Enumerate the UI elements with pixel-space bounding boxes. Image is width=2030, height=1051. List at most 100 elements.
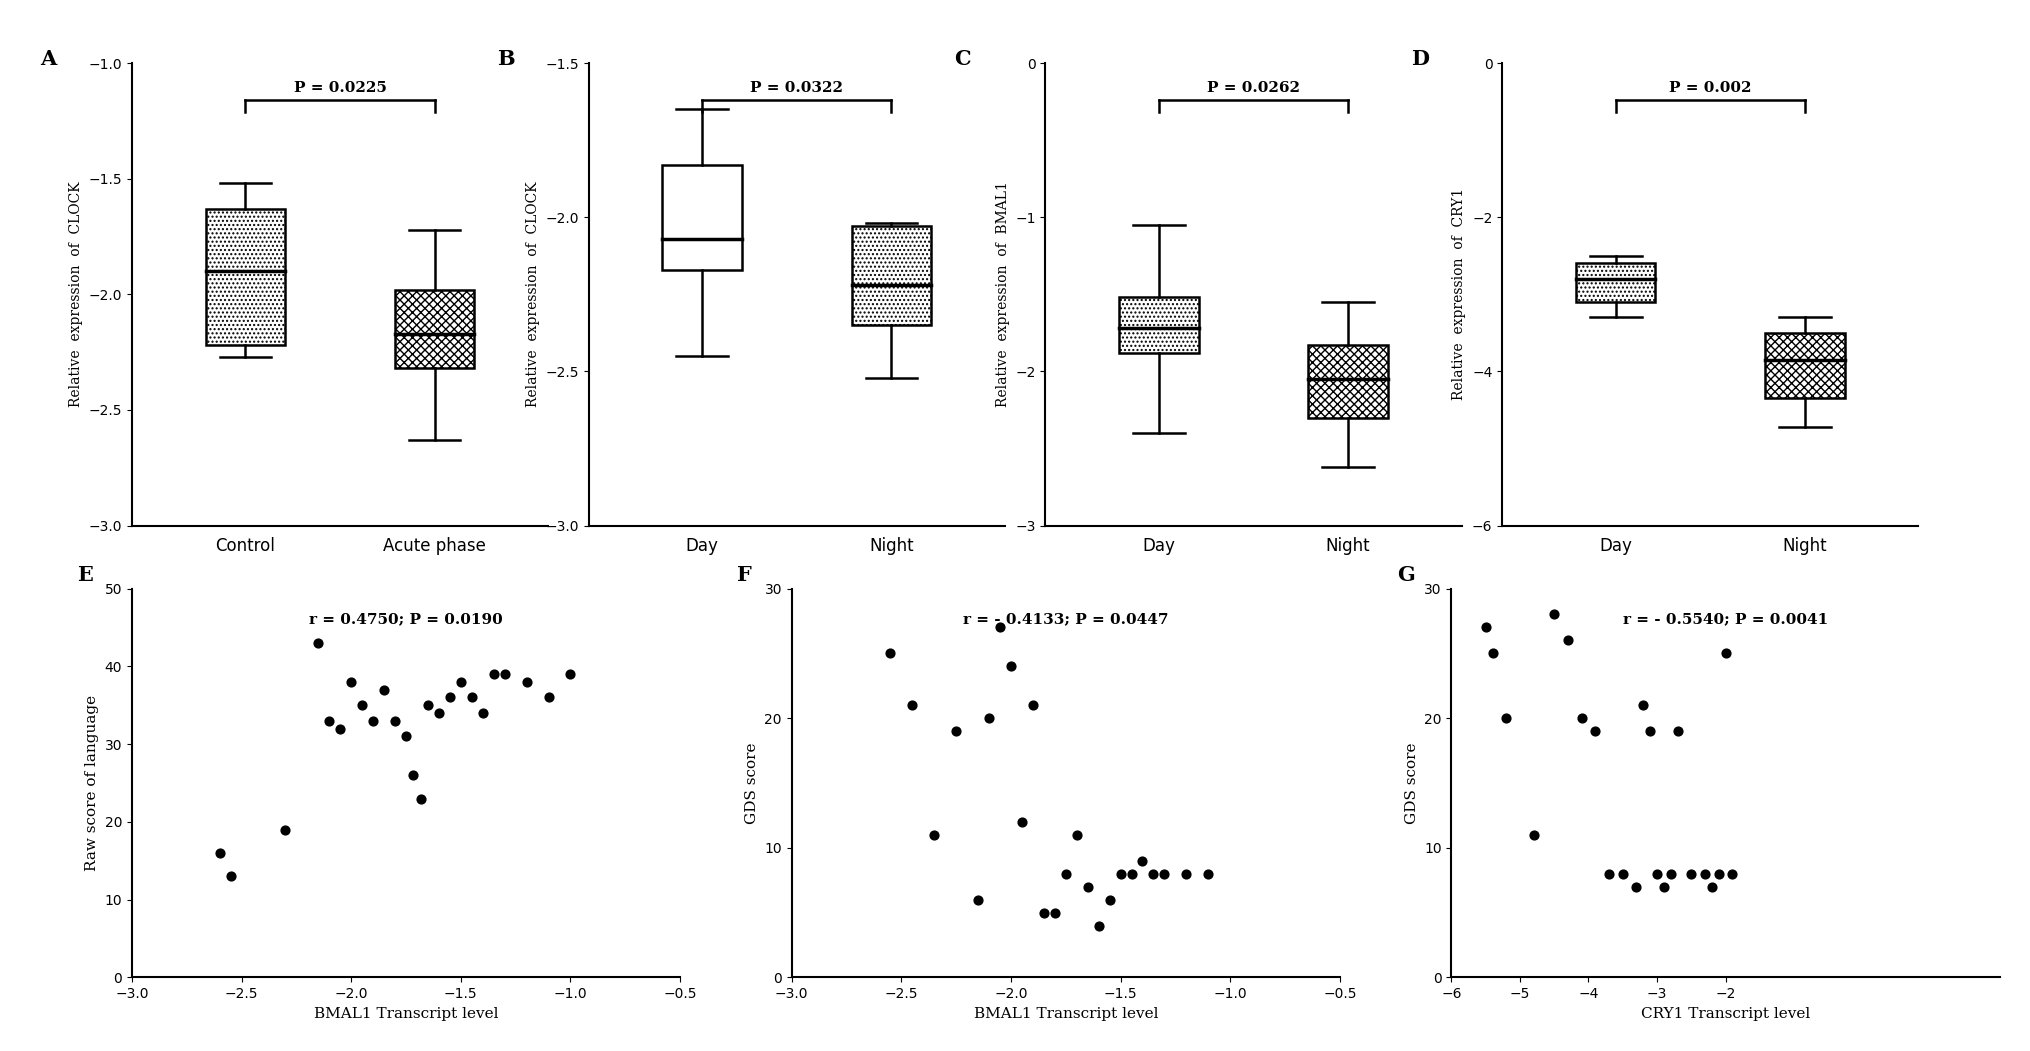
Y-axis label: GDS score: GDS score: [745, 742, 759, 824]
Bar: [853, 226, 932, 325]
Point: [1476, 645, 1508, 662]
Point: [985, 619, 1017, 636]
Point: [215, 868, 248, 885]
Point: [1620, 879, 1652, 895]
Text: r = - 0.5540; P = 0.0041: r = - 0.5540; P = 0.0041: [1622, 613, 1829, 626]
Point: [445, 674, 477, 691]
Point: [1192, 865, 1224, 882]
Point: [962, 891, 995, 908]
Point: [1579, 723, 1612, 740]
Point: [1634, 723, 1667, 740]
Point: [1027, 904, 1060, 921]
X-axis label: BMAL1 Transcript level: BMAL1 Transcript level: [315, 1007, 497, 1021]
Point: [1675, 865, 1707, 882]
Point: [875, 645, 907, 662]
Point: [1005, 813, 1037, 830]
Bar: [662, 165, 741, 270]
Y-axis label: Relative  expression  of  CRY1: Relative expression of CRY1: [1451, 188, 1466, 400]
X-axis label: CRY1 Transcript level: CRY1 Transcript level: [1640, 1007, 1811, 1021]
Point: [1539, 606, 1571, 623]
Y-axis label: Relative  expression  of  CLOCK: Relative expression of CLOCK: [69, 182, 83, 407]
Point: [434, 689, 467, 706]
Point: [940, 723, 972, 740]
Point: [1606, 865, 1638, 882]
Point: [1648, 879, 1681, 895]
Point: [1715, 865, 1748, 882]
Bar: [1766, 333, 1845, 398]
Bar: [1575, 264, 1654, 302]
Bar: [205, 209, 284, 345]
Text: B: B: [497, 49, 516, 69]
Point: [1169, 865, 1202, 882]
Point: [1072, 879, 1104, 895]
Point: [422, 704, 455, 721]
Text: E: E: [77, 565, 93, 585]
Bar: [1119, 297, 1198, 353]
Point: [325, 720, 357, 737]
Point: [489, 665, 522, 682]
Y-axis label: GDS score: GDS score: [1405, 742, 1419, 824]
Point: [1518, 826, 1551, 843]
Point: [1654, 865, 1687, 882]
Point: [972, 709, 1005, 726]
Point: [1565, 709, 1598, 726]
Y-axis label: Raw score of language: Raw score of language: [85, 695, 99, 871]
Text: F: F: [737, 565, 751, 585]
Y-axis label: Relative  expression  of  BMAL1: Relative expression of BMAL1: [995, 182, 1009, 407]
Text: r = - 0.4133; P = 0.0447: r = - 0.4133; P = 0.0447: [962, 613, 1169, 626]
Point: [895, 697, 928, 714]
Point: [302, 635, 335, 652]
Text: r = 0.4750; P = 0.0190: r = 0.4750; P = 0.0190: [309, 613, 503, 626]
X-axis label: BMAL1 Transcript level: BMAL1 Transcript level: [974, 1007, 1157, 1021]
Point: [1703, 865, 1736, 882]
Point: [995, 658, 1027, 675]
Bar: [396, 290, 475, 368]
Point: [554, 665, 587, 682]
Point: [1640, 865, 1673, 882]
Text: G: G: [1397, 565, 1415, 585]
Point: [477, 665, 510, 682]
Point: [1594, 865, 1626, 882]
Point: [1709, 645, 1742, 662]
Point: [203, 845, 235, 862]
Point: [1149, 865, 1181, 882]
Point: [455, 689, 487, 706]
Point: [1695, 879, 1728, 895]
Point: [345, 697, 378, 714]
Point: [357, 713, 390, 729]
Text: P = 0.0262: P = 0.0262: [1208, 81, 1299, 96]
Point: [390, 728, 422, 745]
Point: [406, 790, 438, 807]
Text: P = 0.002: P = 0.002: [1669, 81, 1752, 96]
Point: [1137, 865, 1169, 882]
Text: P = 0.0225: P = 0.0225: [294, 81, 386, 96]
Y-axis label: Relative  expression  of  CLOCK: Relative expression of CLOCK: [526, 182, 540, 407]
Point: [1628, 697, 1661, 714]
Point: [918, 826, 950, 843]
Point: [1039, 904, 1072, 921]
Point: [1104, 865, 1137, 882]
Point: [1689, 865, 1721, 882]
Point: [1490, 709, 1522, 726]
Point: [313, 713, 345, 729]
Point: [1551, 632, 1583, 648]
Point: [270, 821, 302, 838]
Point: [1082, 918, 1114, 934]
Point: [1094, 891, 1127, 908]
Text: A: A: [41, 49, 57, 69]
Text: P = 0.0322: P = 0.0322: [751, 81, 842, 96]
Bar: [1309, 345, 1389, 417]
Point: [396, 767, 428, 784]
Point: [1470, 619, 1502, 636]
Text: C: C: [954, 49, 970, 69]
Point: [1060, 826, 1092, 843]
Point: [1661, 723, 1693, 740]
Point: [1127, 852, 1159, 869]
Point: [335, 674, 367, 691]
Point: [380, 713, 412, 729]
Point: [1017, 697, 1050, 714]
Point: [1114, 865, 1147, 882]
Point: [1050, 865, 1082, 882]
Point: [510, 674, 542, 691]
Text: D: D: [1411, 49, 1429, 69]
